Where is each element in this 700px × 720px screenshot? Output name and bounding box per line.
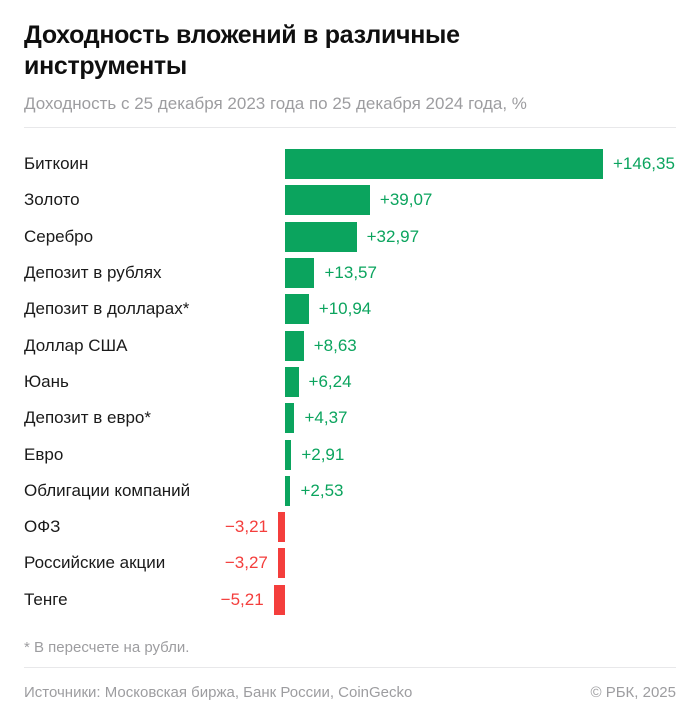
positive-bar	[285, 185, 370, 216]
copyright-text: © РБК, 2025	[590, 683, 676, 701]
positive-bar	[285, 221, 357, 252]
value-label: +39,07	[379, 190, 433, 210]
divider-bottom	[24, 666, 676, 668]
page-title: Доходность вложений в различные инструме…	[24, 21, 460, 80]
row-label: Депозит в евро*	[24, 408, 152, 428]
row-label: Евро	[24, 444, 64, 464]
value-label: +146,35	[613, 154, 675, 174]
positive-bar	[285, 366, 299, 397]
row-label: Российские акции	[24, 553, 166, 573]
chart-row: ОФЗ −3,21	[24, 509, 676, 545]
chart-row: Российские акции −3,27	[24, 545, 676, 581]
chart-subtitle: Доходность с 25 декабря 2023 года по 25 …	[24, 94, 527, 113]
value-label: −3,27	[224, 553, 268, 573]
row-label: Юань	[24, 371, 69, 391]
value-label: +2,53	[300, 480, 344, 500]
negative-bar	[277, 548, 285, 579]
chart-row: Серебро +32,97	[24, 219, 676, 255]
value-label: +8,63	[313, 335, 357, 355]
value-label: +32,97	[366, 226, 420, 246]
positive-bar	[285, 403, 295, 434]
chart-row: Доллар США +8,63	[24, 327, 676, 363]
positive-bar	[285, 439, 292, 470]
chart-row: Тенге −5,21	[24, 582, 676, 618]
chart-row: Юань +6,24	[24, 364, 676, 400]
footnote: * В пересчете на рубли.	[24, 638, 190, 656]
positive-bar	[285, 294, 309, 325]
value-label: −5,21	[220, 589, 264, 609]
row-label: Депозит в рублях	[24, 263, 162, 283]
value-label: +13,57	[324, 263, 377, 283]
bar-chart: Биткоин +146,35 Золото +39,07 Серебро +32,97 Д…	[24, 146, 676, 618]
chart-row: Депозит в евро* +4,37	[24, 400, 676, 436]
value-label: +6,24	[308, 371, 352, 391]
row-label: Биткоин	[24, 154, 89, 174]
chart-row: Золото +39,07	[24, 182, 676, 218]
row-label: Золото	[24, 190, 80, 210]
chart-row: Биткоин +146,35	[24, 146, 676, 182]
row-label: ОФЗ	[24, 517, 61, 537]
value-label: +10,94	[318, 299, 372, 319]
chart-row: Евро +2,91	[24, 436, 676, 472]
positive-bar	[285, 149, 603, 180]
positive-bar	[285, 330, 304, 361]
chart-row: Облигации компаний +2,53	[24, 473, 676, 509]
sources-row: Источники: Московская биржа, Банк России…	[24, 684, 676, 701]
positive-bar	[285, 475, 291, 506]
divider-top	[24, 127, 676, 128]
row-label: Серебро	[24, 226, 94, 246]
row-label: Доллар США	[24, 335, 128, 355]
chart-row: Депозит в рублях +13,57	[24, 255, 676, 291]
row-label: Депозит в долларах*	[24, 299, 190, 319]
row-label: Облигации компаний	[24, 480, 191, 500]
value-label: +4,37	[304, 408, 348, 428]
positive-bar	[285, 258, 315, 289]
value-label: +2,91	[301, 444, 345, 464]
sources-text: Источники: Московская биржа, Банк России…	[24, 683, 413, 701]
negative-bar	[278, 512, 285, 543]
row-label: Тенге	[24, 589, 68, 609]
negative-bar	[273, 584, 285, 615]
value-label: −3,21	[225, 517, 269, 537]
chart-row: Депозит в долларах* +10,94	[24, 291, 676, 327]
